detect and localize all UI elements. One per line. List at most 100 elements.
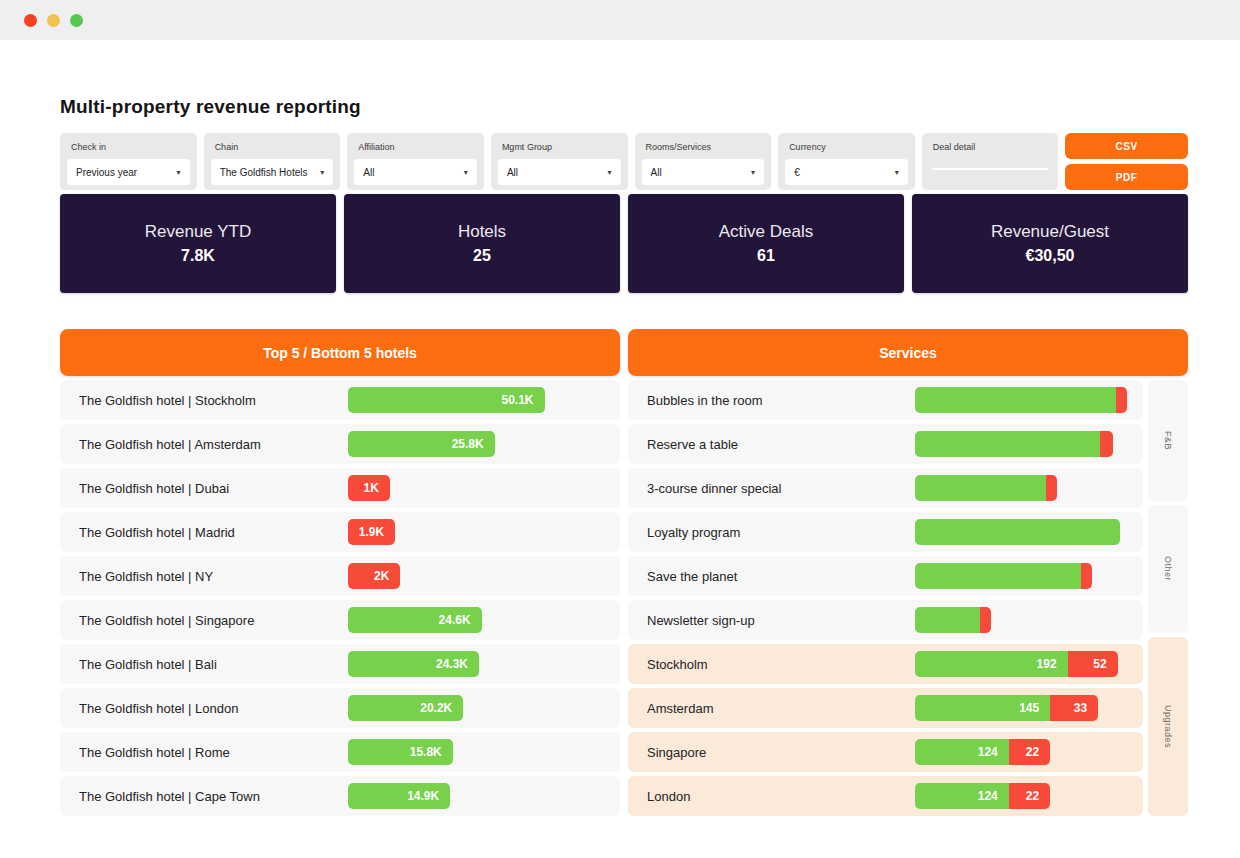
hotels-list: The Goldfish hotel | Stockholm50.1KThe G… — [60, 380, 620, 816]
window-zoom-button[interactable] — [70, 14, 83, 27]
revenue-bar-positive: 20.2K — [348, 695, 463, 721]
kpi-value: 25 — [473, 247, 491, 265]
bar-value-label: 15.8K — [410, 745, 442, 759]
bar-track — [915, 431, 1133, 457]
window-close-button[interactable] — [24, 14, 37, 27]
filter-label: Deal detail — [933, 142, 1052, 152]
service-row: 3-course dinner special — [628, 468, 1143, 508]
bar-value-label: 14.9K — [407, 789, 439, 803]
chevron-down-icon: ▾ — [751, 168, 755, 177]
revenue-bar-positive: 15.8K — [348, 739, 453, 765]
kpi-revenue-ytd: Revenue YTD 7.8K — [60, 194, 336, 293]
hotel-name: The Goldfish hotel | Cape Town — [79, 789, 348, 804]
hotel-row: The Goldfish hotel | London 20.2K — [60, 688, 620, 728]
bar-track — [915, 563, 1133, 589]
services-section: Services Bubbles in the roomReserve a ta… — [628, 329, 1188, 816]
kpi-value: 7.8K — [181, 247, 215, 265]
red-value-label: 52 — [1093, 657, 1106, 671]
filter-select[interactable]: All▾ — [354, 159, 477, 185]
hotel-row: The Goldfish hotel | Dubai1K — [60, 468, 620, 508]
bar-value-label: 2K — [374, 569, 389, 583]
bar-track: 14533 — [915, 695, 1133, 721]
dashboard: Multi-property revenue reporting Check i… — [0, 96, 1240, 816]
service-row: Reserve a table — [628, 424, 1143, 464]
filter-select[interactable]: €▾ — [785, 159, 908, 185]
service-group-upgrades: Upgrades — [1148, 637, 1188, 816]
kpi-cards: Revenue YTD 7.8K Hotels 25 Active Deals … — [60, 194, 1188, 293]
service-row: Singapore 124 22 — [628, 732, 1143, 772]
window-titlebar — [0, 0, 1240, 40]
pdf-export-button[interactable]: PDF — [1065, 164, 1188, 190]
revenue-bar-negative: 1K — [348, 475, 390, 501]
hotel-name: The Goldfish hotel | Madrid — [79, 525, 348, 540]
chevron-down-icon: ▾ — [464, 168, 468, 177]
kpi-label: Hotels — [458, 222, 506, 242]
window-minimize-button[interactable] — [47, 14, 60, 27]
stacked-bar-red — [1046, 475, 1057, 501]
filter-affiliation: Affiliation All▾ — [347, 133, 484, 190]
green-value-label: 124 — [978, 745, 998, 759]
stacked-bar-green: 124 — [915, 739, 1009, 765]
hotels-section: Top 5 / Bottom 5 hotels The Goldfish hot… — [60, 329, 620, 816]
red-value-label: 22 — [1026, 789, 1039, 803]
bar-value-label: 25.8K — [452, 437, 484, 451]
service-name: Save the planet — [647, 569, 915, 584]
stacked-bar-red: 52 — [1068, 651, 1118, 677]
bar-track: 15.8K — [348, 739, 610, 765]
filter-select[interactable]: All ▾ — [498, 159, 621, 185]
filter-label: Affiliation — [358, 142, 477, 152]
filter-select[interactable]: The Goldfish Hotels▾ — [211, 159, 334, 185]
bar-track — [915, 475, 1133, 501]
service-name: Loyalty program — [647, 525, 915, 540]
service-name: Singapore — [647, 745, 915, 760]
bar-track: 25.8K — [348, 431, 610, 457]
red-value-label: 22 — [1026, 745, 1039, 759]
service-name: Bubbles in the room — [647, 393, 915, 408]
filter-select[interactable]: Previous year▾ — [67, 159, 190, 185]
stacked-bar-red — [1081, 563, 1092, 589]
hotel-row: The Goldfish hotel | Cape Town 14.9K — [60, 776, 620, 816]
filter-select[interactable]: All ▾ — [642, 159, 765, 185]
stacked-bar-green — [915, 607, 980, 633]
bar-track — [915, 607, 1133, 633]
kpi-label: Revenue/Guest — [991, 222, 1109, 242]
revenue-bar-positive: 25.8K — [348, 431, 495, 457]
filter-check-in: Check in Previous year▾ — [60, 133, 197, 190]
hotel-row: The Goldfish hotel | Amsterdam 25.8K — [60, 424, 620, 464]
filter-rooms-services: Rooms/ServicesAll▾ — [635, 133, 772, 190]
bar-track: 20.2K — [348, 695, 610, 721]
filter-label: Check in — [71, 142, 190, 152]
filter-selected-value: The Goldfish Hotels — [220, 167, 308, 178]
bar-track — [915, 519, 1133, 545]
bar-value-label: 20.2K — [420, 701, 452, 715]
hotel-name: The Goldfish hotel | Stockholm — [79, 393, 348, 408]
stacked-bar-green: 124 — [915, 783, 1009, 809]
revenue-bar-negative: 2K — [348, 563, 400, 589]
revenue-bar-positive: 24.6K — [348, 607, 482, 633]
hotel-name: The Goldfish hotel | Amsterdam — [79, 437, 348, 452]
filter-mgmt-group: Mgmt GroupAll▾ — [491, 133, 628, 190]
hotels-section-header: Top 5 / Bottom 5 hotels — [60, 329, 620, 376]
chevron-down-icon: ▾ — [607, 168, 611, 177]
hotel-name: The Goldfish hotel | Singapore — [79, 613, 348, 628]
filter-selected-value: All — [651, 167, 662, 178]
hotel-name: The Goldfish hotel | Bali — [79, 657, 348, 672]
deal-detail-input[interactable] — [932, 168, 1049, 170]
stacked-bar-green: 192 — [915, 651, 1068, 677]
hotel-row: The Goldfish hotel | Bali 24.3K — [60, 644, 620, 684]
bar-value-label: 1.9K — [359, 525, 384, 539]
bar-track: 124 22 — [915, 783, 1133, 809]
bar-value-label: 24.3K — [436, 657, 468, 671]
service-name: Stockholm — [647, 657, 915, 672]
service-row: Amsterdam14533 — [628, 688, 1143, 728]
stacked-bar-green — [915, 563, 1081, 589]
bar-value-label: 1K — [364, 481, 379, 495]
hotel-name: The Goldfish hotel | London — [79, 701, 348, 716]
csv-export-button[interactable]: CSV — [1065, 133, 1188, 159]
hotel-name: The Goldfish hotel | NY — [79, 569, 348, 584]
green-value-label: 192 — [1037, 657, 1057, 671]
bar-track: 1.9K — [348, 519, 610, 545]
bar-track: 192 52 — [915, 651, 1133, 677]
bar-track: 14.9K — [348, 783, 610, 809]
filter-selected-value: All — [507, 167, 518, 178]
